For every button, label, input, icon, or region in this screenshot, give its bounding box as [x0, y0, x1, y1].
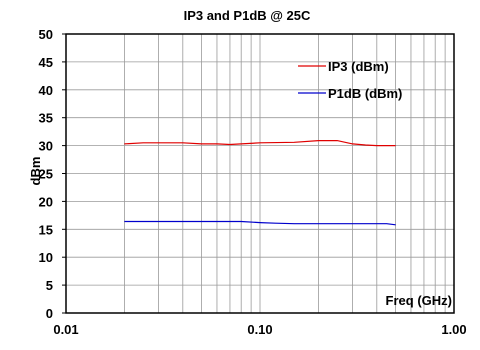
- y-tick-label: 50: [39, 27, 53, 42]
- y-tick-label: 20: [39, 194, 53, 209]
- series-lines: [124, 140, 396, 226]
- legend-label: IP3 (dBm): [328, 59, 389, 74]
- legend: IP3 (dBm) P1dB (dBm): [298, 59, 402, 101]
- y-tick-label: 45: [39, 55, 53, 70]
- y-tick-label: 35: [39, 111, 53, 126]
- y-axis-label: dBm: [28, 157, 43, 186]
- series-line: [124, 220, 396, 226]
- series-line: [124, 140, 396, 147]
- y-tick-label: 5: [46, 278, 53, 293]
- x-tick-labels: 0.01 0.10 1.00: [53, 322, 466, 337]
- x-tick-label: 0.01: [53, 322, 78, 337]
- y-tick-label: 40: [39, 83, 53, 98]
- y-tick-label: 15: [39, 222, 53, 237]
- x-axis-label: Freq (GHz): [386, 293, 452, 308]
- y-tick-label: 10: [39, 250, 53, 265]
- y-tick-label: 30: [39, 139, 53, 154]
- legend-label: P1dB (dBm): [328, 86, 402, 101]
- y-tick-label: 25: [39, 167, 53, 182]
- x-tick-label: 0.10: [247, 322, 272, 337]
- grid: [66, 34, 454, 313]
- y-tick-label: 0: [46, 306, 53, 321]
- x-tick-label: 1.00: [441, 322, 466, 337]
- chart-title: IP3 and P1dB @ 25C: [184, 8, 311, 23]
- y-tick-labels: 0 5 10 15 20 25 30 35 40 45 50: [39, 27, 66, 321]
